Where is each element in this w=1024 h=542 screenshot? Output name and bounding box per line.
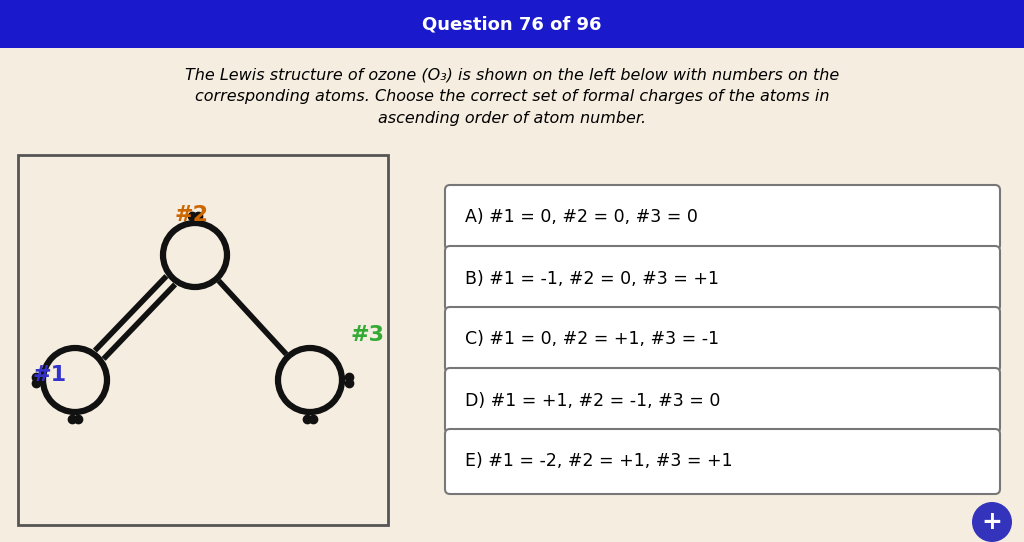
Text: A) #1 = 0, #2 = 0, #3 = 0: A) #1 = 0, #2 = 0, #3 = 0 bbox=[465, 209, 698, 227]
Text: D) #1 = +1, #2 = -1, #3 = 0: D) #1 = +1, #2 = -1, #3 = 0 bbox=[465, 391, 720, 410]
Text: #1: #1 bbox=[32, 365, 67, 385]
FancyBboxPatch shape bbox=[18, 155, 388, 525]
Text: B) #1 = -1, #2 = 0, #3 = +1: B) #1 = -1, #2 = 0, #3 = +1 bbox=[465, 269, 719, 287]
FancyBboxPatch shape bbox=[445, 368, 1000, 433]
Circle shape bbox=[972, 502, 1012, 542]
FancyBboxPatch shape bbox=[445, 429, 1000, 494]
FancyBboxPatch shape bbox=[445, 185, 1000, 250]
FancyBboxPatch shape bbox=[445, 246, 1000, 311]
Text: The Lewis structure of ozone (O₃) is shown on the left below with numbers on the: The Lewis structure of ozone (O₃) is sho… bbox=[185, 68, 839, 82]
Text: +: + bbox=[982, 510, 1002, 534]
FancyBboxPatch shape bbox=[445, 307, 1000, 372]
Text: ascending order of atom number.: ascending order of atom number. bbox=[378, 112, 646, 126]
Text: #2: #2 bbox=[175, 205, 209, 225]
Text: #3: #3 bbox=[350, 325, 384, 345]
Circle shape bbox=[163, 223, 227, 287]
Text: Question 76 of 96: Question 76 of 96 bbox=[422, 15, 602, 33]
Bar bbox=[0, 0, 1024, 48]
Circle shape bbox=[43, 348, 106, 412]
Circle shape bbox=[278, 348, 342, 412]
Text: E) #1 = -2, #2 = +1, #3 = +1: E) #1 = -2, #2 = +1, #3 = +1 bbox=[465, 453, 732, 470]
Text: C) #1 = 0, #2 = +1, #3 = -1: C) #1 = 0, #2 = +1, #3 = -1 bbox=[465, 331, 719, 349]
Text: corresponding atoms. Choose the correct set of formal charges of the atoms in: corresponding atoms. Choose the correct … bbox=[195, 89, 829, 105]
